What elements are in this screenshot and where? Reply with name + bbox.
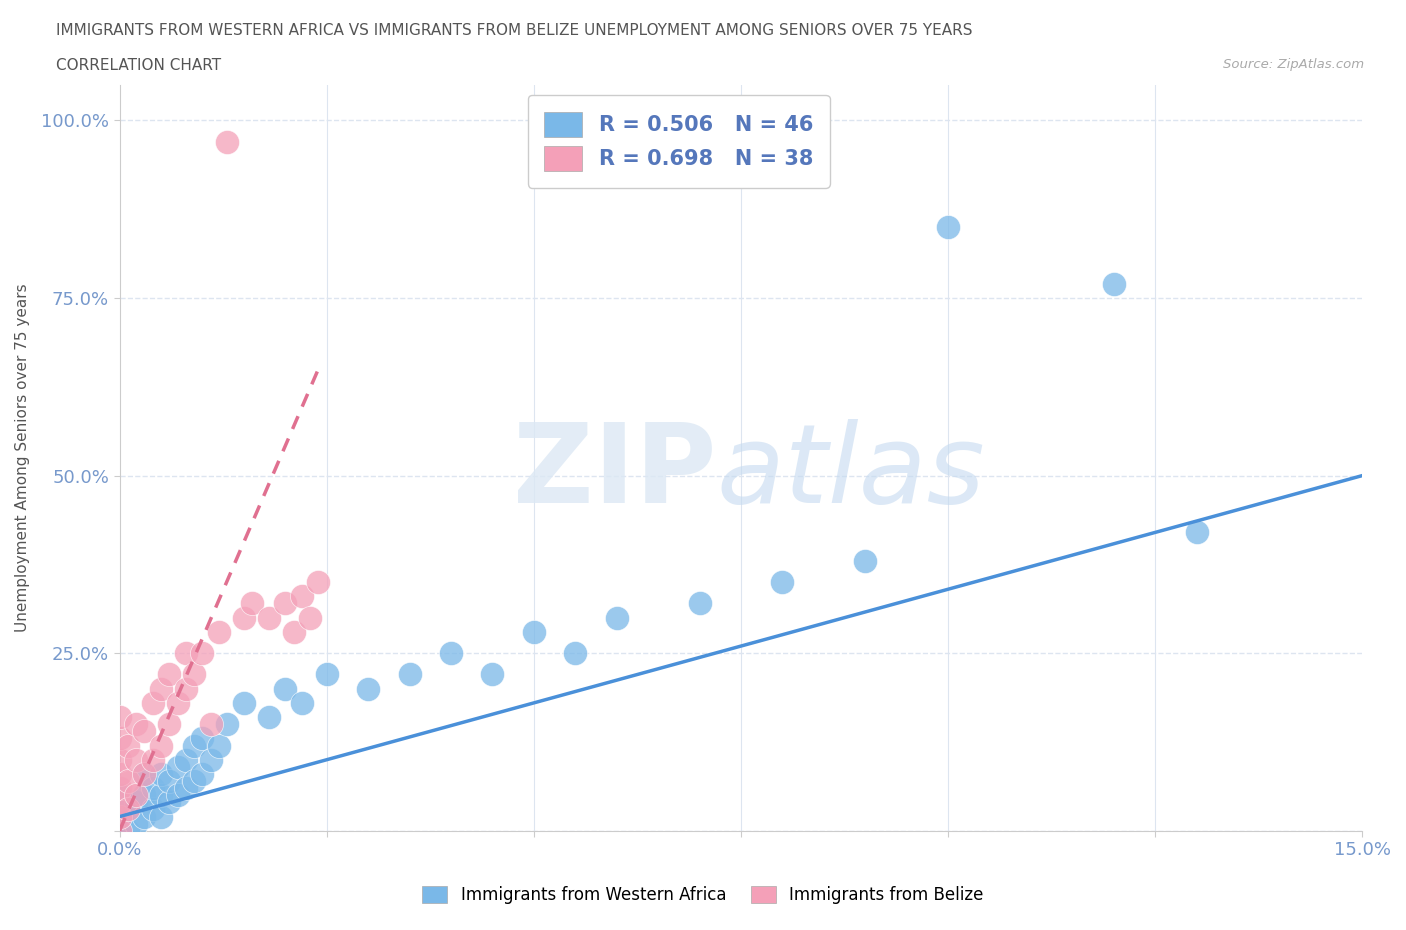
Point: [125, 788, 148, 803]
Point: [117, 802, 139, 817]
Point: [200, 752, 222, 767]
Point: [772, 575, 794, 590]
Point: [291, 589, 314, 604]
Point: [208, 738, 231, 753]
Text: ZIP: ZIP: [513, 419, 716, 526]
Point: [166, 760, 188, 775]
Point: [125, 817, 148, 831]
Point: [166, 788, 188, 803]
Point: [299, 610, 322, 625]
Point: [183, 667, 205, 682]
Point: [481, 667, 503, 682]
Point: [108, 795, 131, 810]
Point: [149, 682, 172, 697]
Point: [274, 682, 297, 697]
Point: [108, 823, 131, 838]
Text: atlas: atlas: [716, 419, 984, 526]
Point: [134, 788, 156, 803]
Point: [183, 774, 205, 789]
Point: [232, 696, 254, 711]
Point: [157, 667, 180, 682]
Point: [200, 717, 222, 732]
Point: [108, 766, 131, 781]
Point: [117, 823, 139, 838]
Point: [108, 788, 131, 803]
Point: [142, 696, 165, 711]
Point: [315, 667, 337, 682]
Point: [689, 596, 711, 611]
Point: [157, 795, 180, 810]
Point: [125, 752, 148, 767]
Point: [125, 795, 148, 810]
Point: [134, 809, 156, 824]
Point: [142, 780, 165, 795]
Point: [108, 731, 131, 746]
Point: [191, 645, 214, 660]
Point: [108, 823, 131, 838]
Point: [108, 752, 131, 767]
Point: [523, 624, 546, 639]
Point: [232, 610, 254, 625]
Point: [1185, 525, 1208, 539]
Point: [1102, 276, 1125, 291]
Point: [853, 553, 876, 568]
Point: [217, 717, 239, 732]
Point: [398, 667, 420, 682]
Point: [291, 696, 314, 711]
Point: [134, 766, 156, 781]
Text: CORRELATION CHART: CORRELATION CHART: [56, 58, 221, 73]
Point: [174, 780, 197, 795]
Point: [117, 802, 139, 817]
Point: [149, 738, 172, 753]
Point: [149, 788, 172, 803]
Point: [307, 575, 329, 590]
Point: [183, 738, 205, 753]
Point: [157, 717, 180, 732]
Point: [108, 809, 131, 824]
Point: [108, 780, 131, 795]
Legend: R = 0.506   N = 46, R = 0.698   N = 38: R = 0.506 N = 46, R = 0.698 N = 38: [527, 95, 830, 188]
Point: [157, 774, 180, 789]
Point: [174, 752, 197, 767]
Point: [125, 717, 148, 732]
Point: [142, 752, 165, 767]
Point: [257, 710, 280, 724]
Point: [191, 766, 214, 781]
Point: [440, 645, 463, 660]
Point: [166, 696, 188, 711]
Point: [357, 682, 380, 697]
Point: [108, 809, 131, 824]
Text: Source: ZipAtlas.com: Source: ZipAtlas.com: [1223, 58, 1364, 71]
Legend: Immigrants from Western Africa, Immigrants from Belize: Immigrants from Western Africa, Immigran…: [413, 878, 993, 912]
Point: [274, 596, 297, 611]
Point: [257, 610, 280, 625]
Point: [240, 596, 263, 611]
Point: [174, 682, 197, 697]
Point: [149, 809, 172, 824]
Point: [191, 731, 214, 746]
Point: [117, 738, 139, 753]
Point: [564, 645, 586, 660]
Point: [134, 766, 156, 781]
Point: [142, 802, 165, 817]
Point: [217, 134, 239, 149]
Point: [108, 710, 131, 724]
Point: [134, 724, 156, 738]
Point: [936, 219, 959, 234]
Point: [117, 774, 139, 789]
Point: [149, 766, 172, 781]
Y-axis label: Unemployment Among Seniors over 75 years: Unemployment Among Seniors over 75 years: [15, 284, 30, 632]
Text: IMMIGRANTS FROM WESTERN AFRICA VS IMMIGRANTS FROM BELIZE UNEMPLOYMENT AMONG SENI: IMMIGRANTS FROM WESTERN AFRICA VS IMMIGR…: [56, 23, 973, 38]
Point: [174, 645, 197, 660]
Point: [208, 624, 231, 639]
Point: [283, 624, 305, 639]
Point: [606, 610, 628, 625]
